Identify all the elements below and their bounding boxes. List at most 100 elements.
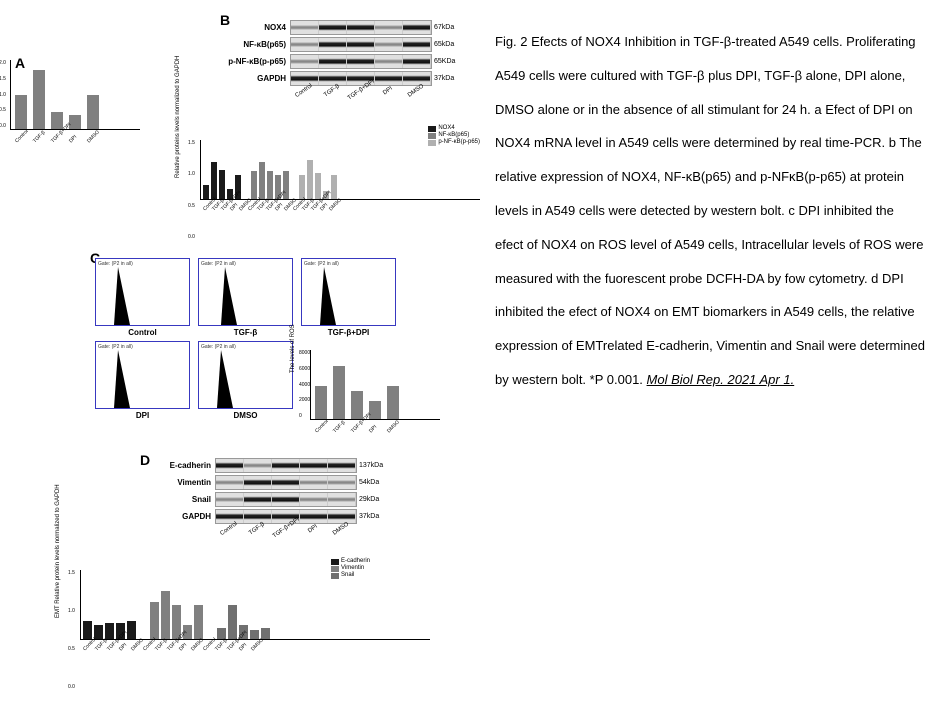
- blot-label: NF-κB(p65): [225, 40, 290, 49]
- legend-swatch: [428, 140, 436, 146]
- flow-panel: Gate: (P2 in all) DMSO: [198, 341, 293, 420]
- bar: [261, 628, 270, 640]
- flow-peak: [114, 350, 130, 408]
- caption-area: Fig. 2 Efects of NOX4 Inhibition in TGF-…: [490, 0, 945, 709]
- panel-d-xlabels: ControlTGF-βTGF-β+DPIDPIDMSOControlTGF-β…: [80, 642, 430, 648]
- blot-kda: 37kDa: [357, 513, 379, 520]
- blot-kda: 54kDa: [357, 479, 379, 486]
- bar: [87, 95, 99, 130]
- blot-bands: [290, 37, 432, 52]
- blot-label: GAPDH: [150, 512, 215, 521]
- panel-b-bars: NOX4NF-κB(p65)p-NF-κB(p-p65) Relative pr…: [200, 140, 480, 240]
- x-label: Control: [82, 641, 93, 652]
- blot-row: NF-κB(p65) 65kDa: [225, 37, 485, 52]
- flow-peak: [320, 267, 336, 325]
- bar: [203, 185, 209, 199]
- x-label: TGF-β+DPI: [50, 132, 63, 145]
- flow-label: DMSO: [198, 411, 293, 420]
- blot-band: [319, 21, 347, 34]
- panel-c-bars: The levels of ROS 80006000400020000 Cont…: [310, 350, 440, 450]
- blot-band: [216, 493, 244, 506]
- blot-bands: [215, 492, 357, 507]
- blot-band: [347, 21, 375, 34]
- flow-plot: Gate: (P2 in all): [95, 258, 190, 326]
- flow-panel: Gate: (P2 in all) Control: [95, 258, 190, 337]
- panel-a-xlabels: ControlTGF-βTGF-β+DPIDPIDMSO: [10, 132, 140, 138]
- blot-label: E-cadherin: [150, 461, 215, 470]
- blot-band: [347, 55, 375, 68]
- legend-item: E-cadherin: [331, 558, 370, 565]
- blot-bands: [290, 54, 432, 69]
- bar: [315, 386, 327, 419]
- bar: [127, 621, 136, 639]
- x-label: DPI: [368, 422, 381, 435]
- panel-b-grouped-bars: Relative proteins levels normalized to G…: [200, 140, 480, 200]
- blot-kda: 37kDa: [432, 75, 454, 82]
- blot-band: [272, 459, 300, 472]
- blot-kda: 29kDa: [357, 496, 379, 503]
- blot-row: Snail 29kDa: [150, 492, 430, 507]
- blot-label: Snail: [150, 495, 215, 504]
- y-ticks: 80006000400020000: [299, 350, 310, 419]
- flow-label: TGF-β: [198, 328, 293, 337]
- legend-item: p-NF-κB(p-p65): [428, 139, 480, 146]
- panel-b-blots: NOX467kDaNF-κB(p65)65kDap-NF-κB(p-p65)65…: [225, 20, 485, 94]
- legend-swatch: [428, 126, 436, 132]
- blot-band: [375, 21, 403, 34]
- y-ticks: 1.51.00.50.0: [68, 570, 75, 690]
- x-label: DMSO: [130, 641, 141, 652]
- blot-kda: 67kDa: [432, 24, 454, 31]
- blot-label: Vimentin: [150, 478, 215, 487]
- bar: [259, 162, 265, 199]
- flow-plot: Gate: (P2 in all): [301, 258, 396, 326]
- panel-c-chart: The levels of ROS 80006000400020000: [310, 350, 440, 420]
- bar: [333, 366, 345, 419]
- x-label: DMSO: [328, 203, 337, 212]
- blot-kda: 65kDa: [432, 41, 454, 48]
- blot-band: [272, 493, 300, 506]
- flow-plot: Gate: (P2 in all): [198, 258, 293, 326]
- legend-swatch: [331, 559, 339, 565]
- blot-band: [403, 38, 431, 51]
- legend-label: p-NF-κB(p-p65): [438, 139, 480, 146]
- blot-band: [244, 493, 272, 506]
- x-label: DMSO: [86, 132, 99, 145]
- x-label: DPI: [68, 132, 81, 145]
- blot-bands: [215, 475, 357, 490]
- blot-band: [291, 38, 319, 51]
- y-ticks: 2.01.51.00.50.0: [0, 60, 6, 129]
- blot-band: [328, 493, 356, 506]
- panel-d-blots: E-cadherin137kDaVimentin54kDaSnail29kDaG…: [150, 458, 430, 532]
- panel-b-legend: NOX4NF-κB(p65)p-NF-κB(p-p65): [428, 125, 480, 147]
- flow-panel: Gate: (P2 in all) TGF-β+DPI: [301, 258, 396, 337]
- flow-label: TGF-β+DPI: [301, 328, 396, 337]
- x-label: Control: [314, 422, 327, 435]
- flow-label: DPI: [95, 411, 190, 420]
- blot-xlabels: ControlTGF-βTGF-β+DPIDPIDMSO: [150, 526, 430, 532]
- blot-row: Vimentin 54kDa: [150, 475, 430, 490]
- x-label: DMSO: [190, 641, 201, 652]
- blot-band: [328, 459, 356, 472]
- blot-band: [403, 21, 431, 34]
- bar: [211, 162, 217, 199]
- bar: [331, 175, 337, 199]
- bar: [267, 171, 273, 199]
- bar: [105, 623, 114, 639]
- flow-peak: [221, 267, 237, 325]
- flow-label: Control: [95, 328, 190, 337]
- flow-peak: [114, 267, 130, 325]
- flow-plot: Gate: (P2 in all): [198, 341, 293, 409]
- panel-d-bar-ylabel: EMT Relative protein levels normalized t…: [55, 484, 61, 618]
- blot-band: [244, 476, 272, 489]
- legend-label: E-cadherin: [341, 558, 370, 565]
- x-label: TGF-β+DPI: [350, 422, 363, 435]
- blot-band: [328, 476, 356, 489]
- bar: [194, 605, 203, 640]
- caption-text: Fig. 2 Efects of NOX4 Inhibition in TGF-…: [495, 34, 925, 387]
- blot-label: GAPDH: [225, 74, 290, 83]
- bar: [51, 112, 63, 129]
- bar: [228, 605, 237, 640]
- x-label: TGF-β: [32, 132, 45, 145]
- x-label: Control: [14, 132, 27, 145]
- panel-c-xlabels: ControlTGF-βTGF-β+DPIDPIDMSO: [310, 422, 440, 428]
